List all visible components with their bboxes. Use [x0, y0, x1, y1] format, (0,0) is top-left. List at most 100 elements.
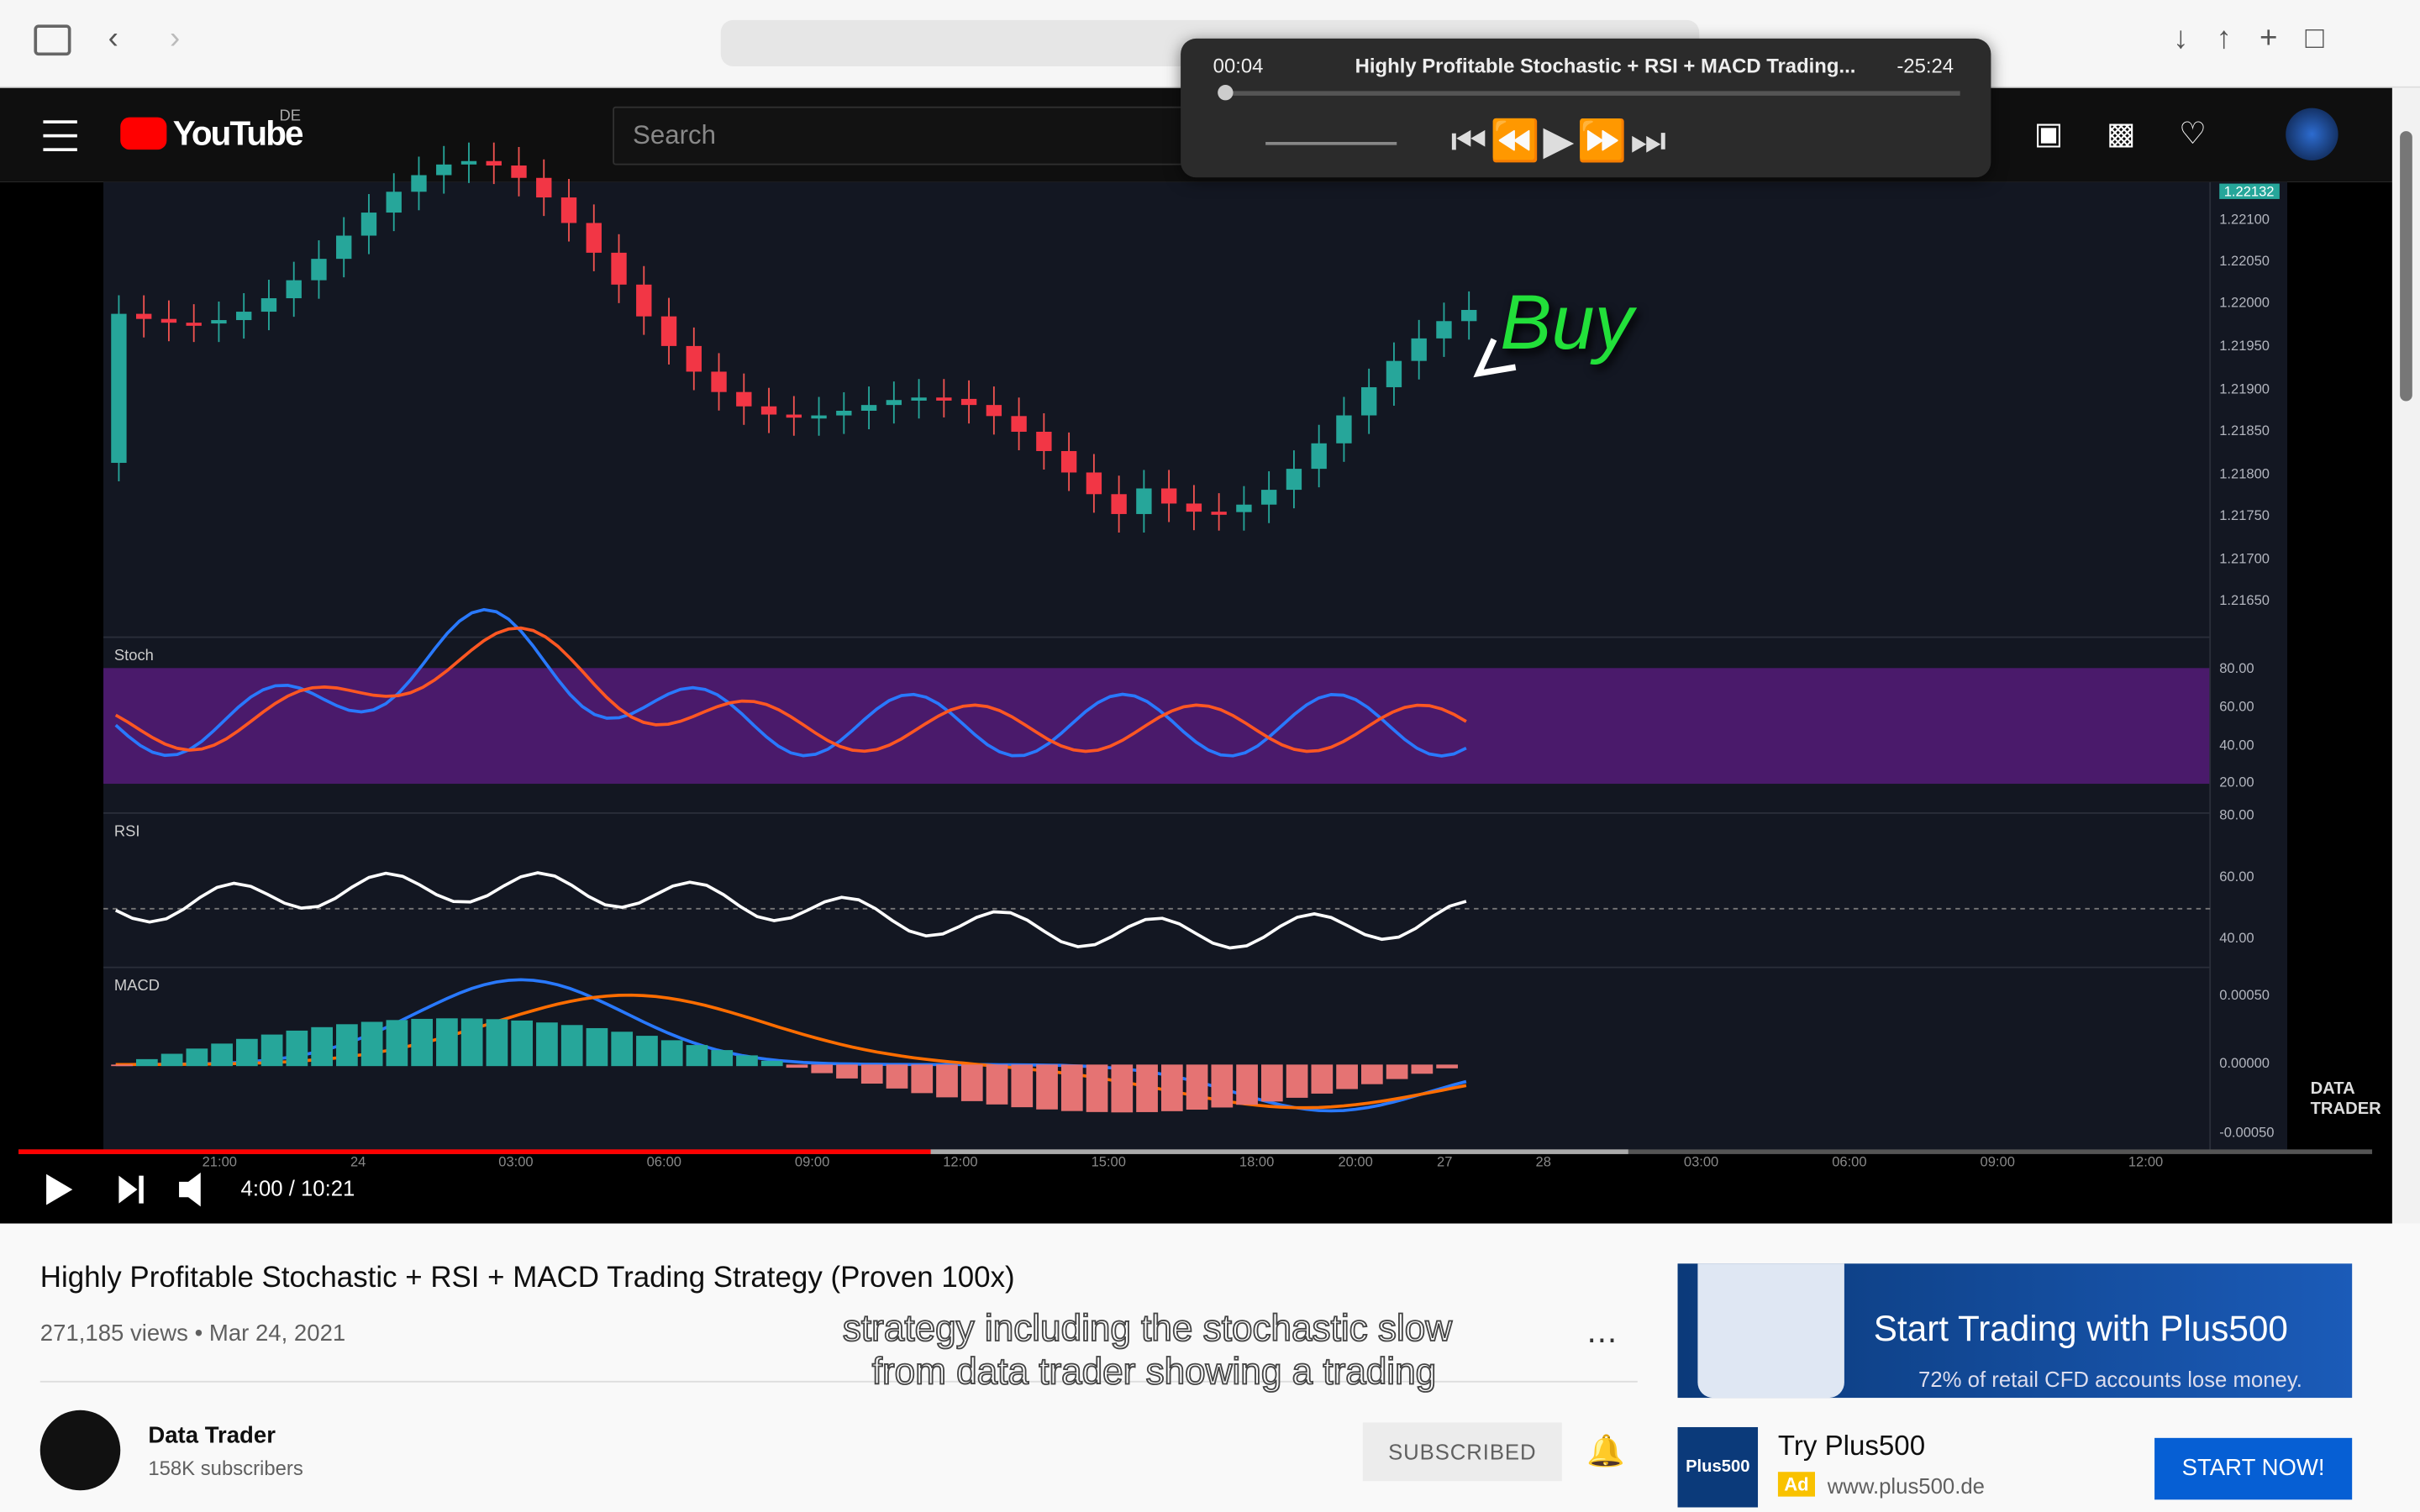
price-label: 1.21950 [2219, 338, 2270, 354]
time-label: 12:00 [943, 1153, 978, 1170]
mini-remaining: -25:24 [1897, 54, 1954, 77]
price-label: 1.21750 [2219, 507, 2270, 523]
candle [611, 252, 627, 285]
mini-elapsed: 00:04 [1213, 54, 1264, 77]
candle [886, 400, 902, 406]
macd-hist [860, 1064, 883, 1084]
panel-label: RSI [113, 823, 140, 842]
subscribers: 158K subscribers [148, 1456, 303, 1480]
stoch-d [114, 626, 1467, 753]
bell[interactable]: 🔔 [1586, 1435, 1625, 1469]
yt-logo-icon[interactable] [120, 117, 167, 150]
macd-hist [986, 1064, 1008, 1105]
macd-hist [1386, 1064, 1408, 1079]
candle [1160, 488, 1177, 504]
candle [811, 415, 827, 419]
candle [1086, 472, 1102, 495]
ad-banner-note: 72% of retail CFD accounts lose money. [1918, 1367, 2302, 1392]
candle [660, 316, 677, 346]
macd-hist [760, 1060, 783, 1067]
mini-player [1181, 38, 1991, 178]
avatar[interactable] [2286, 108, 2338, 161]
candle [960, 398, 977, 406]
macd-hist [1211, 1064, 1234, 1108]
macd-hist [711, 1050, 734, 1067]
candle [360, 213, 377, 236]
macd-hist [1086, 1064, 1108, 1112]
candle [1360, 386, 1377, 416]
scroll-thumb[interactable] [2400, 131, 2412, 402]
menu-button[interactable] [43, 120, 77, 151]
candle [160, 318, 177, 323]
candle [760, 406, 777, 415]
candle [711, 371, 727, 392]
time-label: 06:00 [646, 1153, 681, 1170]
macd-hist [1036, 1064, 1058, 1110]
header-icons[interactable]: ▣▩♡ [2033, 117, 2250, 151]
candle [911, 397, 927, 401]
price-label: 1.21650 [2219, 592, 2270, 608]
yt-logo[interactable]: YouTube [172, 113, 304, 153]
sidebar-button[interactable] [34, 24, 71, 56]
macd-hist [911, 1064, 934, 1094]
macd-hist [660, 1040, 683, 1067]
price-label: 1.21800 [2219, 465, 2270, 482]
time-label: 06:00 [1832, 1153, 1867, 1170]
candle [186, 323, 202, 326]
macd-hist [586, 1027, 608, 1067]
toolbar-icons[interactable]: ↓↑+□ [2173, 21, 2352, 56]
search-box[interactable] [613, 106, 1202, 165]
mini-controls[interactable]: ⏮⏪▶⏩⏭ [1450, 117, 1670, 164]
rsi-label: 60.00 [2219, 869, 2254, 885]
channel-name[interactable]: Data Trader [148, 1422, 276, 1449]
ad-banner-title: Start Trading with Plus500 [1873, 1308, 2288, 1349]
time-display: 4:00 / 10:21 [240, 1175, 355, 1200]
price-label: 1.22132 [2219, 183, 2280, 199]
macd-hist [836, 1064, 858, 1079]
mini-knob[interactable] [1218, 85, 1234, 101]
ad-logo[interactable]: Plus500 [1677, 1426, 1759, 1508]
time-label: 09:00 [1980, 1153, 2015, 1170]
subscribe-button[interactable]: SUBSCRIBED [1362, 1422, 1562, 1482]
candle [411, 175, 427, 192]
macd-hist [811, 1064, 834, 1074]
ad-url: www.plus500.de [1827, 1473, 1985, 1499]
mini-volume[interactable] [1265, 141, 1397, 145]
stoch-k [114, 607, 1467, 758]
ad-headline[interactable]: Try Plus500 [1777, 1430, 1926, 1462]
candle [786, 414, 802, 418]
back-button[interactable]: ‹ [108, 21, 118, 56]
candle [511, 165, 527, 178]
candle [686, 345, 702, 372]
candle [386, 192, 402, 213]
candle [286, 280, 302, 299]
macd-hist [1111, 1064, 1134, 1113]
macd-hist [311, 1026, 333, 1067]
mini-progress[interactable] [1219, 91, 1960, 96]
candle [860, 405, 877, 411]
more-button[interactable]: ⋯ [1586, 1323, 1618, 1358]
ad-cta[interactable]: START NOW! [2154, 1437, 2353, 1500]
candle [1136, 488, 1152, 514]
macd-label: 0.00000 [2219, 1055, 2270, 1071]
candle [1461, 309, 1477, 322]
candle [1186, 503, 1202, 512]
macd-hist [611, 1032, 634, 1067]
macd-hist [360, 1021, 383, 1067]
progress-buffer [930, 1149, 1628, 1154]
macd-hist [1360, 1064, 1383, 1084]
macd-hist [236, 1038, 258, 1067]
forward-button[interactable]: › [170, 21, 181, 56]
macd-hist [160, 1053, 183, 1067]
price-label: 1.21850 [2219, 423, 2270, 438]
candle [336, 235, 352, 260]
macd-hist [386, 1020, 408, 1067]
channel-avatar[interactable] [39, 1410, 121, 1491]
views: 271,185 views • Mar 24, 2021 [39, 1320, 346, 1347]
macd-hist [286, 1030, 308, 1067]
time-label: 21:00 [202, 1153, 237, 1170]
rsi-label: 40.00 [2219, 930, 2254, 946]
time-label: 24 [350, 1153, 366, 1170]
